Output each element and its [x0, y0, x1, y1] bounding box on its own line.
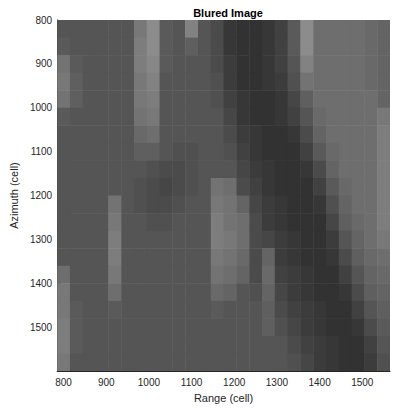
svg-text:1400: 1400 [30, 278, 53, 289]
svg-text:1000: 1000 [30, 102, 53, 113]
svg-text:1000: 1000 [138, 377, 161, 388]
svg-text:1200: 1200 [223, 377, 246, 388]
svg-text:1400: 1400 [308, 377, 331, 388]
svg-text:800: 800 [35, 15, 52, 26]
svg-text:1100: 1100 [181, 377, 203, 388]
svg-text:1500: 1500 [351, 377, 374, 388]
svg-text:1300: 1300 [30, 234, 53, 245]
svg-text:1500: 1500 [30, 322, 53, 333]
svg-text:800: 800 [55, 377, 72, 388]
svg-text:1100: 1100 [31, 146, 53, 157]
svg-text:Blured Image: Blured Image [193, 7, 263, 19]
svg-text:1300: 1300 [266, 377, 289, 388]
svg-text:900: 900 [98, 377, 115, 388]
svg-text:Range (cell): Range (cell) [194, 392, 253, 404]
svg-text:900: 900 [35, 58, 52, 69]
svg-text:1200: 1200 [30, 190, 53, 201]
svg-text:Azimuth (cell): Azimuth (cell) [8, 162, 20, 229]
